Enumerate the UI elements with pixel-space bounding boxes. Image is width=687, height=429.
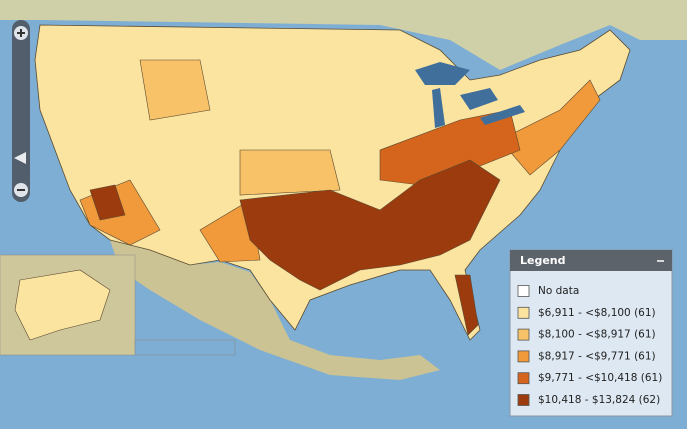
canada: [0, 0, 687, 70]
legend: Legend No data $6,911 - <$8,100 (61) $8,10…: [509, 249, 673, 417]
great-lake: [415, 62, 470, 85]
legend-swatch: [517, 285, 530, 297]
map-region: [454, 274, 479, 336]
map-region: [239, 149, 341, 196]
legend-swatch: [517, 372, 530, 385]
legend-header: [510, 250, 672, 271]
legend-swatch: [517, 394, 530, 406]
zoom-control[interactable]: [12, 20, 30, 202]
plus-icon: [17, 29, 25, 37]
legend-panel: [509, 249, 673, 417]
legend-label: No data: [538, 285, 579, 297]
legend-label: $8,100 - <$8,917 (61): [538, 329, 656, 341]
great-lake: [460, 88, 498, 110]
legend-label: $8,917 - <$9,771 (61): [538, 350, 656, 362]
map-region: [239, 159, 501, 291]
mexico: [110, 240, 440, 380]
zoom-bar: [12, 20, 30, 202]
legend-swatch: [517, 328, 530, 341]
hawaii-inset: [134, 339, 236, 356]
great-lake: [480, 105, 525, 125]
great-lake: [432, 88, 445, 128]
alaska: [14, 269, 111, 341]
legend-label: $9,771 - <$10,418 (61): [538, 372, 662, 384]
legend-label: $10,418 - $13,824 (62): [538, 394, 660, 406]
legend-label: $6,911 - <$8,100 (61): [538, 307, 656, 319]
legend-swatch: [517, 350, 530, 363]
zoom-slider[interactable]: [14, 152, 26, 164]
map-region: [499, 79, 601, 176]
legend-title: Legend: [520, 254, 566, 267]
map-region: [89, 184, 126, 221]
legend-swatch: [517, 306, 530, 319]
map-region: [379, 109, 521, 186]
map-region: [139, 59, 211, 121]
